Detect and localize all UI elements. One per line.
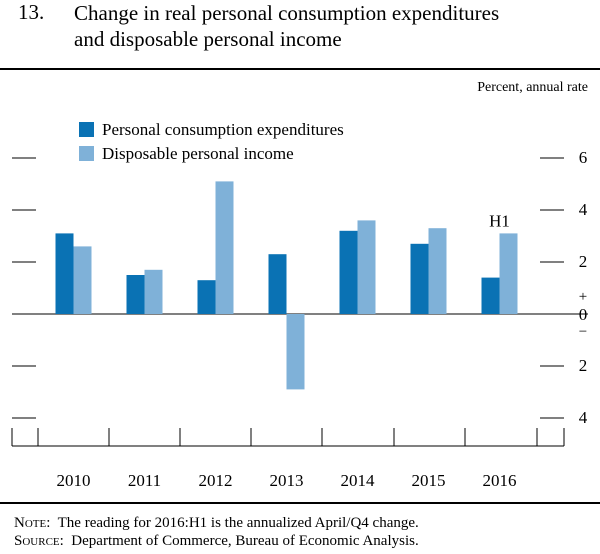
source-text: Department of Commerce, Bureau of Econom… [71,533,419,549]
top-rule [0,68,600,70]
bar-dpi-2012 [215,181,234,314]
y-tick-label: 2 [579,252,588,271]
note-text: The reading for 2016:H1 is the annualize… [57,515,419,531]
x-tick-label: 2012 [199,471,233,490]
x-tick-label: 2010 [57,471,91,490]
legend-swatch [79,146,94,161]
y-tick-label: 4 [579,408,588,427]
bar-dpi-2014 [357,220,376,314]
x-tick-label: 2016 [483,471,517,490]
note-label: Note: [14,515,51,531]
source-line: Source: Department of Commerce, Bureau o… [14,532,419,550]
bar-chart: 6 4 2 2 4 +0− 2010 2011 2012 2013 2014 2015 2016 H1 Pe… [11,120,588,490]
bar-dpi-2011 [144,269,163,314]
figure-title-line-2: and disposable personal income [74,27,342,51]
y-plus-sign: + [579,289,587,305]
bar-pce-2016 [481,277,500,314]
legend-label: Disposable personal income [102,144,294,163]
x-tick-label: 2011 [128,471,161,490]
bar-pce-2014 [339,230,358,314]
y-minus-sign: − [579,324,587,340]
figure-title: Change in real personal consumption expe… [74,0,594,52]
bar-dpi-2015 [428,228,447,314]
y-tick-label: 0 [579,305,588,324]
notes-block: Note: The reading for 2016:H1 is the ann… [14,514,419,550]
bar-dpi-2013 [286,314,305,390]
bar-pce-2012 [197,280,216,314]
y-tick-label: 2 [579,356,588,375]
bar-pce-2010 [55,233,74,314]
bar-pce-2013 [268,254,287,314]
bar-pce-2015 [410,243,429,314]
note-line: Note: The reading for 2016:H1 is the ann… [14,514,419,532]
bar-pce-2011 [126,275,145,314]
x-tick-label: 2013 [270,471,304,490]
legend-swatch [79,122,94,137]
figure-title-line-1: Change in real personal consumption expe… [74,1,500,25]
x-tick-label: 2015 [412,471,446,490]
figure-number: 13. [18,0,45,24]
x-tick-label: 2014 [341,471,376,490]
annotation-h1: H1 [489,211,510,230]
legend-label: Personal consumption expenditures [102,120,344,139]
unit-label: Percent, annual rate [477,80,588,95]
bar-dpi-2016 [499,233,518,314]
y-tick-label: 4 [579,200,588,219]
bottom-rule [0,502,600,504]
y-tick-label: 6 [579,148,588,167]
source-label: Source: [14,533,64,549]
bar-dpi-2010 [73,246,92,314]
